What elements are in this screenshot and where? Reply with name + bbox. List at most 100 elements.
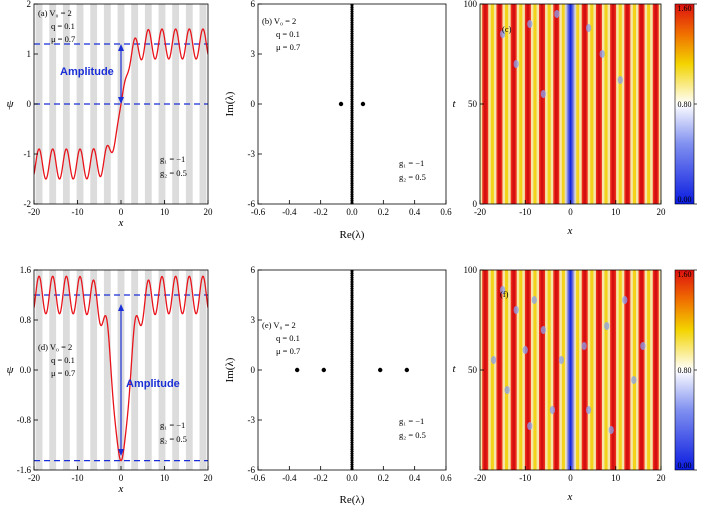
x-tick-label: -0.4 <box>282 207 297 217</box>
potential-stripe <box>185 270 193 470</box>
spectrum-point <box>350 448 354 451</box>
panel-a-annotation: μ = 0.7 <box>51 34 75 44</box>
spectrum-point <box>350 94 354 97</box>
spectrum-point <box>350 335 354 339</box>
spectrum-point <box>350 36 354 40</box>
spectrum-point <box>350 58 354 62</box>
panel-b-y-ticks: -6 -3 0 3 6 <box>248 0 262 209</box>
heatmap-yellow-stripe <box>618 270 622 470</box>
heatmap-yellow-stripe <box>576 270 580 470</box>
spectrum-point <box>350 30 354 33</box>
eigenvalue-point <box>321 367 326 373</box>
heatmap-blob <box>513 306 519 314</box>
panel-c: -20 -10 0 10 20 0 50 100 (c) x t 0.00 0.80 1.60 <box>452 0 697 237</box>
spectrum-point <box>350 355 354 358</box>
spectrum-point <box>350 131 354 134</box>
spectrum-point <box>350 291 354 295</box>
panel-b-annotation: (b) V₀ = 2 <box>262 16 296 26</box>
heatmap-yellow-stripe <box>661 4 664 204</box>
spectrum-point <box>350 50 354 53</box>
spectrum-point <box>350 375 354 378</box>
spectrum-point <box>350 300 354 303</box>
heatmap-blob <box>599 50 605 58</box>
y-tick-label: 3 <box>251 315 256 325</box>
panel-b-annotation: q = 0.1 <box>276 29 300 39</box>
panel-e-annotation: g₁ = −1 <box>399 416 424 426</box>
x-tick-label: 20 <box>657 473 667 483</box>
spectrum-point <box>350 353 354 356</box>
potential-stripe <box>144 270 152 470</box>
colorbar-tick-label: 0.80 <box>678 100 692 109</box>
panel-f-y-ticks: 50 100 <box>464 265 484 375</box>
spectrum-point <box>350 276 354 279</box>
spectrum-point <box>350 173 354 176</box>
heatmap-blob <box>540 326 546 334</box>
heatmap-core-stripe <box>554 4 558 204</box>
spectrum-point <box>350 179 354 183</box>
spectrum-point <box>350 338 354 341</box>
spectrum-point <box>350 412 354 416</box>
panel-e-continuous-spectrum <box>350 269 354 471</box>
spectrum-point <box>350 331 354 334</box>
spectrum-point <box>350 113 354 117</box>
spectrum-point <box>350 89 354 92</box>
heatmap-core-stripe <box>483 270 487 470</box>
heatmap-blob <box>604 322 610 330</box>
spectrum-point <box>350 160 354 163</box>
spectrum-point <box>350 371 354 374</box>
x-tick-label: 0 <box>568 207 573 217</box>
spectrum-point <box>350 197 354 200</box>
spectrum-point <box>350 122 354 125</box>
heatmap-yellow-stripe <box>477 4 480 204</box>
heatmap-core-stripe <box>640 270 643 470</box>
heatmap-yellow-stripe <box>533 270 537 470</box>
heatmap-yellow-stripe <box>632 4 637 204</box>
x-tick-label: -0.4 <box>282 473 297 483</box>
heatmap-blob <box>527 422 533 430</box>
spectrum-point <box>350 56 354 59</box>
spectrum-point <box>350 166 354 169</box>
heatmap-core-stripe <box>512 4 516 204</box>
spectrum-point <box>350 12 354 15</box>
colorbar-tick-label: 1.60 <box>678 270 692 279</box>
spectrum-point <box>350 417 354 420</box>
panel-d-psi-line <box>34 275 208 462</box>
x-tick-label: 20 <box>204 473 214 483</box>
spectrum-point <box>350 333 354 336</box>
x-tick-label: 20 <box>204 207 214 217</box>
spectrum-point <box>350 340 354 343</box>
spectrum-point <box>350 406 354 409</box>
panel-a-amplitude-arrow <box>118 44 124 104</box>
panel-b-ylabel: Im(λ) <box>224 91 236 116</box>
spectrum-point <box>350 388 354 391</box>
x-tick-label: 10 <box>160 207 170 217</box>
heatmap-core-stripe <box>540 4 544 204</box>
heatmap-yellow-stripe <box>519 4 523 204</box>
spectrum-point <box>350 342 354 345</box>
y-tick-label: 1 <box>27 49 32 59</box>
spectrum-point <box>350 278 354 281</box>
spectrum-point <box>350 272 354 275</box>
spectrum-point <box>350 421 354 424</box>
panel-a-annotation: g₂ = 0.5 <box>160 168 187 178</box>
heatmap-blob <box>500 286 506 294</box>
spectrum-point <box>350 390 354 394</box>
potential-stripe <box>213 270 220 470</box>
panel-d-amplitude-label: Amplitude <box>126 378 180 390</box>
spectrum-point <box>350 309 354 312</box>
spectrum-point <box>350 434 354 438</box>
spectrum-point <box>350 287 354 290</box>
heatmap-blob <box>500 30 506 38</box>
panel-d-x-ticks: -20 -10 0 10 20 <box>28 466 213 483</box>
spectrum-point <box>350 362 354 365</box>
spectrum-point <box>350 439 354 442</box>
heatmap-yellow-stripe <box>504 270 509 470</box>
spectrum-point <box>350 14 354 18</box>
heatmap-blob <box>540 90 546 98</box>
heatmap-core-stripe <box>654 270 658 470</box>
spectrum-point <box>350 17 354 20</box>
spectrum-point <box>350 124 354 128</box>
panel-a-annotation: (a) V₀ = 2 <box>38 8 72 18</box>
x-tick-label: 10 <box>611 473 621 483</box>
potential-stripe <box>213 4 220 204</box>
